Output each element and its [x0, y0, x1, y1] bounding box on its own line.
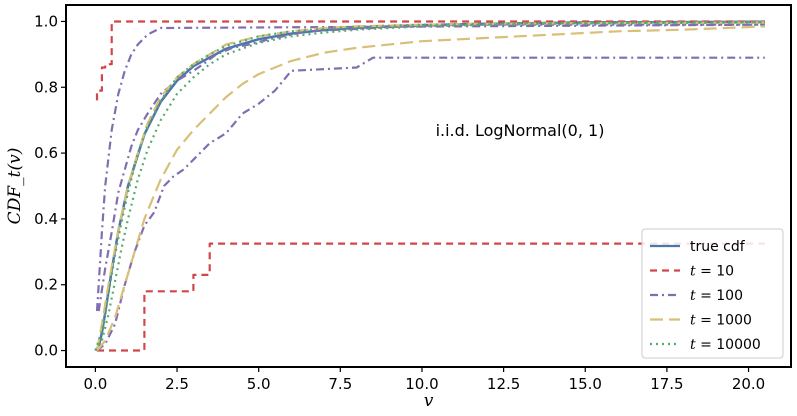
x-tick-label: 20.0 — [732, 375, 765, 393]
y-tick-label: 0.0 — [34, 342, 58, 360]
x-tick-label: 0.0 — [83, 375, 107, 393]
series-line-1 — [95, 20, 765, 352]
y-axis-label: CDF_t(v) — [5, 148, 25, 225]
series-line-4 — [94, 21, 765, 352]
legend-box — [641, 228, 784, 359]
plot-frame — [65, 4, 792, 368]
legend-label: true cdf — [690, 239, 746, 255]
x-tick-label: 5.0 — [247, 375, 271, 393]
legend-label: t = 10000 — [690, 337, 761, 353]
x-tick-label: 10.0 — [405, 375, 438, 393]
y-tick-label: 0.8 — [34, 78, 58, 96]
legend-label: t = 1000 — [690, 313, 752, 329]
y-axis-ticks: 0.0 0.2 0.4 0.6 0.8 1.0 — [34, 12, 66, 360]
y-tick-label: 0.4 — [34, 210, 58, 228]
y-tick-label: 0.2 — [34, 276, 58, 294]
legend: true cdf t = 10 t = 100 t = 1000 t = 10000 — [641, 228, 784, 359]
x-axis-label: v — [424, 391, 434, 411]
annotation-text: i.i.d. LogNormal(0, 1) — [436, 121, 605, 140]
plot-lines — [94, 20, 765, 352]
legend-label: t = 10 — [690, 264, 734, 280]
y-tick-label: 1.0 — [34, 12, 58, 30]
x-tick-label: 7.5 — [328, 375, 352, 393]
legend-label: t = 100 — [690, 288, 743, 304]
x-axis-ticks: 0.0 2.5 5.0 7.5 10.0 12.5 15.0 17.5 20.0 — [83, 367, 765, 393]
x-tick-label: 17.5 — [650, 375, 683, 393]
x-tick-label: 12.5 — [487, 375, 520, 393]
x-tick-label: 15.0 — [569, 375, 602, 393]
x-tick-label: 2.5 — [165, 375, 189, 393]
y-tick-label: 0.6 — [34, 144, 58, 162]
